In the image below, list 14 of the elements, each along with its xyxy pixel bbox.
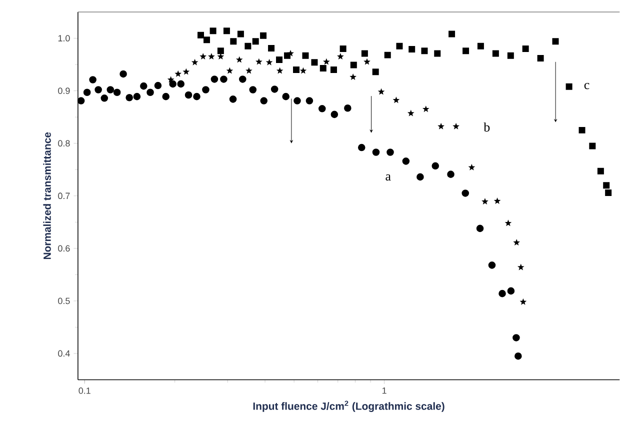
y-tick-label: 0.7 — [58, 192, 70, 200]
y-tick-label: 1.0 — [58, 35, 70, 42]
y-tick-label: 0.4 — [58, 350, 70, 357]
x-axis-title: Input fluence J/cm$^{2}$ (Lograthmic scale) — [253, 400, 444, 412]
series-label: a — [386, 174, 391, 181]
x-tick-label: 1 — [382, 388, 386, 394]
y-tick-label: 0.6 — [58, 245, 70, 252]
series-label: c — [584, 83, 590, 90]
y-tick-label: 0.8 — [58, 140, 70, 147]
series-label: b — [484, 122, 490, 132]
y-axis-title: Normalized transmittance — [43, 132, 51, 260]
y-tick-label: 0.9 — [58, 88, 70, 94]
x-tick-label: 0.1 — [78, 388, 90, 394]
y-tick-label: 0.5 — [58, 298, 70, 304]
